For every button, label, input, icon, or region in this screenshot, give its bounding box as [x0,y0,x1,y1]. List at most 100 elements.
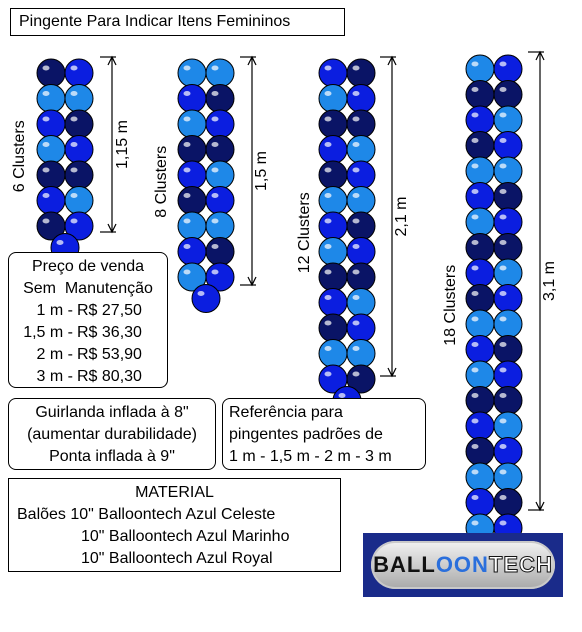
balloon-highlight [211,193,219,198]
price-value: R$ 53,90 [77,346,142,363]
balloon [36,109,66,139]
balloon-highlight [352,371,360,377]
balloon [318,186,348,215]
balloon-highlight [211,244,219,249]
balloon [465,386,495,415]
balloon-highlight [499,393,507,398]
balloon [493,488,523,517]
balloon [493,284,523,313]
balloon-highlight [471,342,479,347]
balloon-highlight [183,116,191,122]
balloon-highlight [471,418,479,424]
balloon-highlight [471,163,479,169]
balloon [493,182,523,211]
balloon-highlight [471,61,479,67]
balloon-highlight [471,393,479,398]
height-label: 1,5 m [253,151,270,191]
balloon [465,131,495,160]
balloon [465,309,495,339]
balloon [465,335,495,364]
balloon [346,313,376,343]
balloon [205,58,235,88]
balloon-highlight [324,116,332,122]
balloon-highlight [499,316,507,322]
balloon [318,109,348,139]
balloon [346,339,376,368]
balloon-highlight [42,142,50,147]
balloon [493,437,523,466]
balloon-highlight [211,91,219,96]
balloon-highlight [499,444,507,449]
arrow-up-icon [387,55,397,66]
balloon-highlight [499,189,507,194]
balloon [493,258,523,288]
balloon-highlight [70,193,78,198]
balloon-highlight [70,65,78,71]
balloon-highlight [42,193,50,198]
balloon [177,160,207,190]
balloon [493,386,523,415]
balloon [318,339,348,368]
balloon-highlight [499,240,507,245]
balloon [346,160,376,190]
balloon [64,84,94,113]
balloontech-logo: BALLOONTECH [363,533,563,597]
balloon-highlight [324,244,332,249]
balloon [465,411,495,441]
balloon-highlight [211,65,219,71]
balloon-highlight [324,218,332,224]
balloon-highlight [324,346,332,351]
balloon-highlight [324,142,332,147]
price-size: 3 m - [36,368,73,385]
balloon [493,360,523,390]
balloon-highlight [352,269,360,275]
balloon-highlight [471,214,479,220]
balloon-highlight [352,320,360,326]
price-heading: Preço de venda [31,258,145,275]
height-label: 3,1 m [541,261,558,301]
balloon-highlight [352,218,360,224]
balloon [205,109,235,139]
balloon [493,462,523,492]
balloon [465,80,495,109]
balloon [36,84,66,113]
balloon [346,109,376,139]
balloon-highlight [324,320,332,326]
balloon [493,233,523,262]
balloon [493,411,523,441]
material-line: 10" Balloontech Azul Marinho [81,528,290,545]
logo-word-1: BALL [373,552,436,577]
balloon [36,58,66,88]
balloon [346,186,376,215]
price-size: 2 m - [36,346,73,363]
balloon-highlight [352,91,360,96]
balloon-highlight [211,269,219,275]
balloon [346,288,376,317]
balloon [465,54,495,84]
balloon-highlight [42,65,50,71]
logo-word-2: OON [435,552,489,577]
material-box: MATERIAL Balões 10" Balloontech Azul Cel… [8,478,341,572]
price-value: R$ 27,50 [77,302,142,319]
balloon [346,135,376,164]
material-heading: MATERIAL [135,484,214,501]
balloon-highlight [183,91,191,96]
clusters-label: 6 Clusters [11,120,28,192]
balloon [177,211,207,241]
price-value: R$ 80,30 [77,368,142,385]
balloon-highlight [70,91,78,96]
balloon [177,135,207,164]
balloon [318,211,348,241]
balloon-highlight [183,65,191,71]
reference-line: Referência para [229,404,343,421]
page-title: Pingente Para Indicar Itens Femininos [10,8,345,36]
garland-line: Ponta inflada à 9" [49,448,175,465]
balloon-highlight [471,469,479,475]
balloon-highlight [211,142,219,147]
balloon-highlight [352,116,360,122]
balloon [493,54,523,84]
balloon [493,105,523,135]
clusters-label: 8 Clusters [153,146,170,218]
arrow-up-icon [535,50,545,61]
